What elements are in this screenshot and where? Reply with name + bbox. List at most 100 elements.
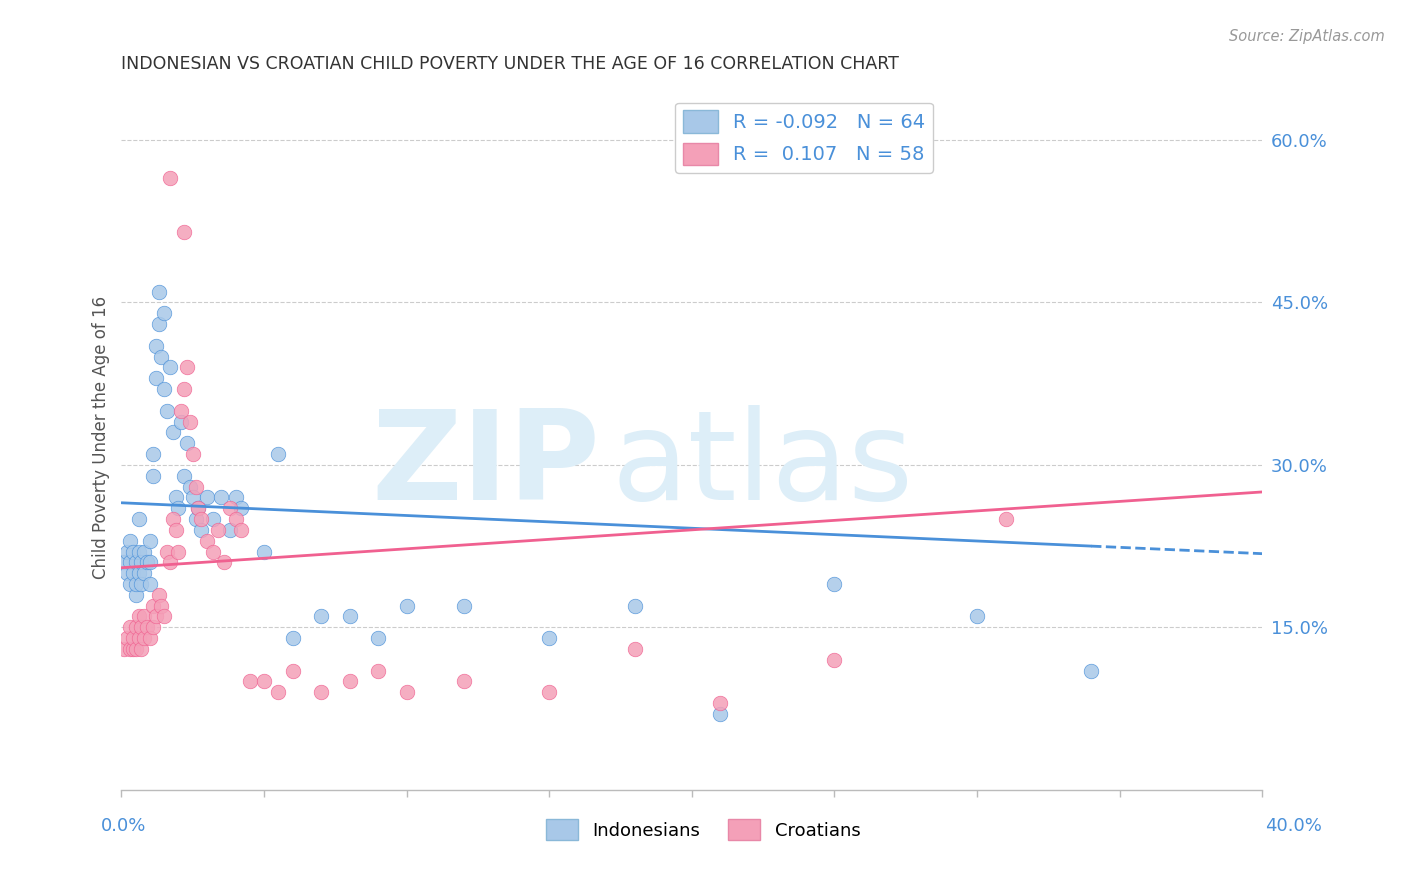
- Point: [538, 631, 561, 645]
- Point: [201, 544, 224, 558]
- Point: [139, 577, 162, 591]
- Point: [181, 447, 204, 461]
- Legend: R = -0.092   N = 64, R =  0.107   N = 58: R = -0.092 N = 64, R = 0.107 N = 58: [675, 103, 934, 173]
- Point: [225, 491, 247, 505]
- Point: [367, 631, 389, 645]
- Point: [125, 620, 148, 634]
- Point: [145, 339, 167, 353]
- Point: [281, 631, 304, 645]
- Y-axis label: Child Poverty Under the Age of 16: Child Poverty Under the Age of 16: [93, 296, 110, 579]
- Point: [131, 555, 153, 569]
- Point: [128, 609, 150, 624]
- Point: [136, 555, 159, 569]
- Point: [128, 566, 150, 581]
- Point: [538, 685, 561, 699]
- Point: [131, 642, 153, 657]
- Point: [142, 468, 165, 483]
- Point: [231, 501, 253, 516]
- Point: [395, 685, 418, 699]
- Point: [125, 555, 148, 569]
- Point: [134, 544, 156, 558]
- Text: 0.0%: 0.0%: [101, 817, 146, 835]
- Point: [167, 544, 190, 558]
- Point: [281, 664, 304, 678]
- Point: [823, 577, 845, 591]
- Point: [139, 631, 162, 645]
- Point: [173, 225, 195, 239]
- Point: [253, 544, 276, 558]
- Point: [170, 403, 193, 417]
- Point: [125, 642, 148, 657]
- Point: [624, 599, 647, 613]
- Point: [153, 306, 176, 320]
- Point: [128, 631, 150, 645]
- Point: [218, 523, 240, 537]
- Point: [176, 436, 198, 450]
- Point: [184, 479, 207, 493]
- Point: [121, 631, 143, 645]
- Point: [195, 533, 218, 548]
- Point: [339, 674, 361, 689]
- Point: [148, 588, 170, 602]
- Point: [128, 512, 150, 526]
- Point: [201, 512, 224, 526]
- Point: [148, 285, 170, 299]
- Point: [142, 599, 165, 613]
- Point: [218, 501, 240, 516]
- Point: [165, 523, 187, 537]
- Point: [170, 415, 193, 429]
- Point: [167, 501, 190, 516]
- Point: [159, 360, 181, 375]
- Point: [173, 468, 195, 483]
- Point: [139, 555, 162, 569]
- Point: [134, 566, 156, 581]
- Point: [115, 631, 138, 645]
- Point: [212, 555, 235, 569]
- Point: [134, 609, 156, 624]
- Point: [367, 664, 389, 678]
- Point: [173, 382, 195, 396]
- Point: [395, 599, 418, 613]
- Point: [309, 685, 332, 699]
- Point: [309, 609, 332, 624]
- Point: [115, 544, 138, 558]
- Point: [139, 533, 162, 548]
- Point: [112, 642, 135, 657]
- Point: [153, 609, 176, 624]
- Point: [165, 491, 187, 505]
- Point: [187, 501, 209, 516]
- Point: [118, 620, 141, 634]
- Point: [453, 599, 475, 613]
- Point: [225, 512, 247, 526]
- Point: [136, 620, 159, 634]
- Point: [159, 555, 181, 569]
- Point: [128, 544, 150, 558]
- Point: [195, 491, 218, 505]
- Point: [179, 415, 201, 429]
- Point: [823, 653, 845, 667]
- Point: [118, 577, 141, 591]
- Point: [267, 685, 290, 699]
- Point: [162, 425, 184, 440]
- Point: [115, 566, 138, 581]
- Point: [145, 371, 167, 385]
- Point: [187, 501, 209, 516]
- Point: [190, 512, 212, 526]
- Point: [142, 447, 165, 461]
- Text: ZIP: ZIP: [371, 406, 600, 526]
- Point: [994, 512, 1017, 526]
- Point: [121, 544, 143, 558]
- Point: [176, 360, 198, 375]
- Text: 40.0%: 40.0%: [1265, 817, 1322, 835]
- Point: [131, 620, 153, 634]
- Point: [181, 491, 204, 505]
- Point: [239, 674, 262, 689]
- Point: [156, 544, 179, 558]
- Point: [118, 555, 141, 569]
- Point: [131, 577, 153, 591]
- Point: [159, 170, 181, 185]
- Point: [709, 706, 731, 721]
- Point: [134, 631, 156, 645]
- Point: [966, 609, 988, 624]
- Point: [162, 512, 184, 526]
